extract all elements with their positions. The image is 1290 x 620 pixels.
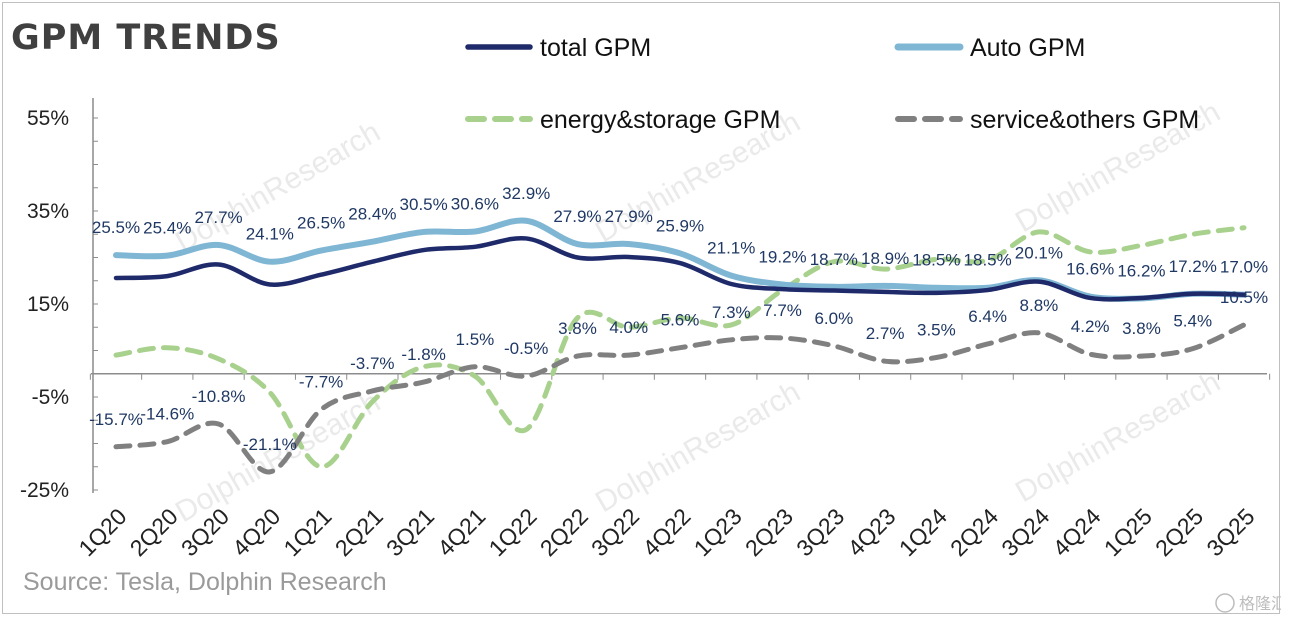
data-label-auto-gpm: 30.5% xyxy=(400,195,448,214)
data-label-service-others-gpm: 10.5% xyxy=(1220,288,1268,307)
legend-item-service-others-gpm: service&others GPM xyxy=(895,106,1199,134)
data-label-service-others-gpm: 8.8% xyxy=(1020,296,1059,315)
data-label-service-others-gpm: 5.4% xyxy=(1173,312,1212,331)
x-tick-label: 3Q21 xyxy=(381,503,439,561)
x-tick-label: 2Q21 xyxy=(330,503,388,561)
chart-frame: DolphinResearch DolphinResearch DolphinRes… xyxy=(2,2,1281,614)
data-label-auto-gpm: 30.6% xyxy=(451,194,499,213)
source-note: Source: Tesla, Dolphin Research xyxy=(23,568,387,596)
x-tick-label: 4Q24 xyxy=(1048,503,1106,561)
legend-item-energy-storage-gpm: energy&storage GPM xyxy=(465,106,780,134)
x-tick-label: 2Q23 xyxy=(740,503,798,561)
x-tick-label: 4Q21 xyxy=(432,503,490,561)
x-tick-label: 1Q22 xyxy=(484,503,542,561)
data-label-service-others-gpm: 4.0% xyxy=(609,318,648,337)
data-label-auto-gpm: 28.4% xyxy=(348,205,396,224)
watermark-text: DolphinResearch xyxy=(590,375,806,519)
data-label-service-others-gpm: -7.7% xyxy=(299,373,343,392)
data-label-auto-gpm: 25.9% xyxy=(656,216,704,235)
data-label-auto-gpm: 25.5% xyxy=(92,218,140,237)
legend-label: total GPM xyxy=(540,34,651,62)
x-tick-label: 3Q24 xyxy=(996,503,1054,561)
legend-item-auto-gpm: Auto GPM xyxy=(894,34,1085,62)
data-label-service-others-gpm: 6.4% xyxy=(968,307,1007,326)
axes: 55% 35% 15% -5% -25% xyxy=(20,98,1271,502)
y-tick-label: 35% xyxy=(27,200,69,223)
x-tick-label: 4Q23 xyxy=(842,503,900,561)
data-label-service-others-gpm: -10.8% xyxy=(192,387,246,406)
data-label-service-others-gpm: 7.7% xyxy=(763,301,802,320)
data-label-auto-gpm: 18.9% xyxy=(861,249,909,268)
data-label-auto-gpm: 18.7% xyxy=(810,250,858,269)
data-label-auto-gpm: 27.7% xyxy=(194,208,242,227)
data-label-auto-gpm: 17.0% xyxy=(1220,258,1268,277)
data-label-service-others-gpm: 6.0% xyxy=(814,309,853,328)
y-tick-label: 15% xyxy=(27,293,69,316)
legend-item-total-gpm: total GPM xyxy=(465,34,651,62)
data-label-service-others-gpm: 4.2% xyxy=(1071,317,1110,336)
data-label-auto-gpm: 24.1% xyxy=(246,225,294,244)
watermark-text: DolphinResearch xyxy=(1010,365,1226,509)
data-label-auto-gpm: 18.5% xyxy=(964,251,1012,270)
x-tick-labels: 1Q202Q203Q204Q201Q212Q213Q214Q211Q222Q22… xyxy=(73,503,1259,561)
legend: total GPM Auto GPM energy&storage GPM servi… xyxy=(465,34,1199,134)
x-tick-label: 4Q20 xyxy=(227,503,285,561)
data-label-service-others-gpm: -3.7% xyxy=(350,354,394,373)
corner-logo: 格隆汇 xyxy=(1215,593,1281,613)
legend-label: service&others GPM xyxy=(970,106,1199,134)
data-label-auto-gpm: 19.2% xyxy=(758,247,806,266)
y-tick-label: -25% xyxy=(20,479,69,502)
x-tick-label: 1Q23 xyxy=(689,503,747,561)
data-label-auto-gpm: 18.5% xyxy=(912,251,960,270)
data-label-auto-gpm: 27.9% xyxy=(553,207,601,226)
x-tick-label: 2Q22 xyxy=(535,503,593,561)
data-label-service-others-gpm: -21.1% xyxy=(243,435,297,454)
logo-text: 格隆汇 xyxy=(1239,595,1281,613)
x-tick-label: 1Q25 xyxy=(1099,503,1157,561)
y-tick-label: 55% xyxy=(27,107,69,130)
data-label-auto-gpm: 26.5% xyxy=(297,214,345,233)
data-label-auto-gpm: 21.1% xyxy=(707,239,755,258)
chart-title: GPM TRENDS xyxy=(11,18,281,58)
data-label-auto-gpm: 17.2% xyxy=(1169,257,1217,276)
x-tick-label: 2Q20 xyxy=(125,503,183,561)
data-label-service-others-gpm: 5.6% xyxy=(661,311,700,330)
data-label-auto-gpm: 32.9% xyxy=(502,184,550,203)
data-label-auto-gpm: 25.4% xyxy=(143,219,191,238)
data-label-auto-gpm: 16.2% xyxy=(1117,261,1165,280)
logo-icon xyxy=(1215,593,1235,613)
data-label-service-others-gpm: -1.8% xyxy=(401,345,445,364)
series-lines xyxy=(113,217,1247,475)
data-label-service-others-gpm: 3.8% xyxy=(558,319,597,338)
data-label-service-others-gpm: 2.7% xyxy=(866,324,905,343)
x-tick-label: 1Q20 xyxy=(73,503,131,561)
data-labels: 25.5% 25.4%27.7%24.1%26.5% 28.4%30.5% 30.6%… xyxy=(89,184,1268,454)
legend-label: Auto GPM xyxy=(970,34,1085,62)
legend-label: energy&storage GPM xyxy=(540,106,780,134)
data-label-service-others-gpm: -0.5% xyxy=(504,339,548,358)
x-tick-label: 3Q25 xyxy=(1201,503,1259,561)
x-tick-label: 1Q21 xyxy=(278,503,336,561)
x-tick-label: 2Q24 xyxy=(945,503,1003,561)
x-tick-label: 3Q23 xyxy=(791,503,849,561)
x-tick-label: 1Q24 xyxy=(894,503,952,561)
x-tick-label: 4Q22 xyxy=(637,503,695,561)
data-label-service-others-gpm: 3.5% xyxy=(917,320,956,339)
data-label-service-others-gpm: 7.3% xyxy=(712,303,751,322)
x-tick-label: 2Q25 xyxy=(1150,503,1208,561)
series-line-service-others-gpm xyxy=(113,322,1247,475)
data-label-service-others-gpm: -15.7% xyxy=(89,410,143,429)
series-line-energy-storage-gpm xyxy=(113,225,1247,470)
data-label-service-others-gpm: 3.8% xyxy=(1122,319,1161,338)
series-line-total-gpm xyxy=(113,235,1247,302)
gpm-trends-chart: DolphinResearch DolphinResearch DolphinRes… xyxy=(11,18,1281,613)
data-label-auto-gpm: 27.9% xyxy=(605,207,653,226)
data-label-service-others-gpm: -14.6% xyxy=(140,405,194,424)
y-tick-label: -5% xyxy=(32,386,69,409)
data-label-auto-gpm: 16.6% xyxy=(1066,260,1114,279)
data-label-service-others-gpm: 1.5% xyxy=(456,330,495,349)
data-label-auto-gpm: 20.1% xyxy=(1015,243,1063,262)
